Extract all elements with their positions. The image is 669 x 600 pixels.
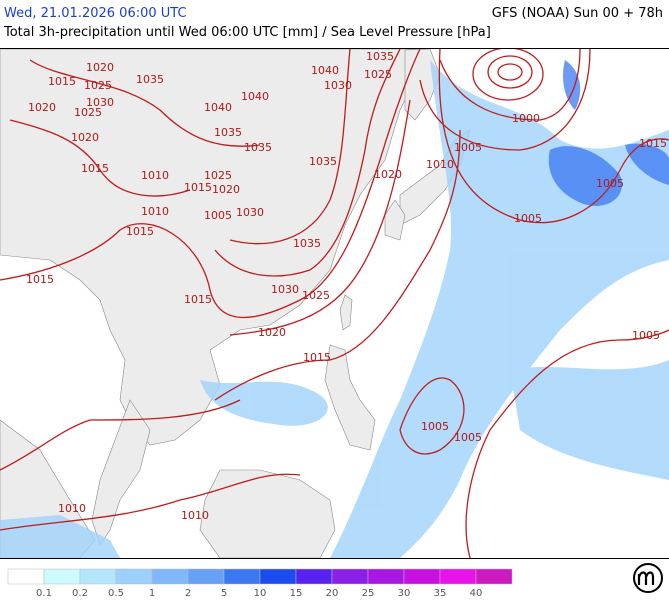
isobar-label: 1035 [293,237,321,250]
isobar-label: 1005 [632,329,660,342]
legend-label: 0.2 [72,588,88,599]
isobar-label: 1015 [126,225,154,238]
legend-swatch [259,568,297,585]
isobar-label: 1005 [421,420,449,433]
legend-swatch [439,568,477,585]
legend: 0.1 0.2 0.5 1 2 5 10 15 20 25 30 35 40 [7,568,513,599]
isobar-label: 1015 [303,351,331,364]
isobar-label: 1010 [58,502,86,515]
legend-swatch [367,568,405,585]
legend-swatch [79,568,117,585]
legend-label: 2 [185,588,191,599]
isobar-label: 1030 [271,283,299,296]
legend-swatch [151,568,189,585]
legend-swatch [187,568,225,585]
legend-label: 5 [221,588,227,599]
logo [633,563,663,593]
legend-label: 25 [362,588,375,599]
isobar-label: 1025 [204,169,232,182]
isobar-label: 1025 [74,106,102,119]
legend-label: 10 [254,588,267,599]
isobar-label: 1020 [28,101,56,114]
isobar-label: 1035 [136,73,164,86]
legend-swatch [223,568,261,585]
heavy-precipitation [548,60,669,206]
isobar-label: 1015 [184,181,212,194]
legend-swatch [43,568,81,585]
legend-label: 0.1 [36,588,52,599]
isobar-label: 1025 [302,289,330,302]
isobar-label: 1030 [86,96,114,109]
isobar-label: 1015 [184,293,212,306]
legend-swatch [403,568,441,585]
isobar-label: 1035 [244,141,272,154]
model-run: GFS (NOAA) Sun 00 + 78h [491,6,663,21]
legend-swatch [115,568,153,585]
isobar-label: 1040 [241,90,269,103]
isobar-label: 1005 [596,177,624,190]
legend-label: 30 [398,588,411,599]
isobar-label: 1005 [454,431,482,444]
subtitle: Total 3h-precipitation until Wed 06:00 U… [4,25,491,40]
legend-swatch [475,568,513,585]
isobar-label: 1025 [364,68,392,81]
isobar-label: 1025 [84,79,112,92]
isobar-label: 1035 [214,126,242,139]
isobar-label: 1015 [48,75,76,88]
isobar-label: 1020 [258,326,286,339]
isobar-label: 1030 [236,206,264,219]
legend-label: 1 [149,588,155,599]
isobar-label: 1020 [212,183,240,196]
isobar-label: 1005 [514,212,542,225]
legend-label: 40 [470,588,483,599]
isobar-label: 1010 [181,509,209,522]
isobar-label: 1020 [374,168,402,181]
isobar-label: 1040 [311,64,339,77]
datetime: Wed, 21.01.2026 06:00 UTC [4,6,187,21]
isobar-label: 1030 [324,79,352,92]
isobar-label: 1010 [141,169,169,182]
legend-label: 35 [434,588,447,599]
legend-label: 20 [326,588,339,599]
isobar-label: 1010 [426,158,454,171]
isobar-label: 1020 [86,61,114,74]
isobar-label: 1005 [204,209,232,222]
legend-swatch [295,568,333,585]
isobar-label: 1000 [512,112,540,125]
isobar-label: 1035 [309,155,337,168]
legend-label: 0.5 [108,588,124,599]
isobar-label: 1015 [26,273,54,286]
isobar-label: 1015 [639,137,667,150]
isobar-label: 1005 [454,141,482,154]
isobars [0,49,669,558]
legend-label: 15 [290,588,303,599]
isobar-label: 1035 [366,50,394,63]
isobar-label: 1040 [204,101,232,114]
isobar-label: 1020 [71,131,99,144]
isobar-label: 1010 [141,205,169,218]
legend-swatch [7,568,45,585]
legend-swatch [331,568,369,585]
isobar-label: 1015 [81,162,109,175]
